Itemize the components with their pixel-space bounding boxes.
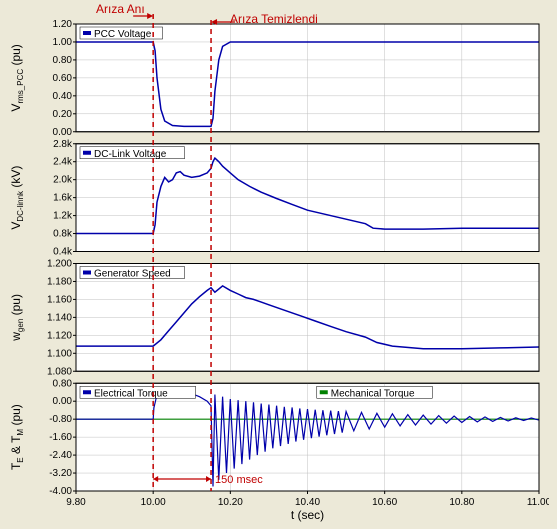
- ytick-label: -1.60: [49, 432, 72, 443]
- chart-svg: 0.00 0.20 0.40 0.60 0.80 1.00 1.20 PCC Voltage V…: [4, 4, 549, 525]
- ytick-label: 1.080: [47, 366, 72, 377]
- ytick-label: 0.80: [53, 55, 73, 66]
- legend-speed: Generator Speed: [94, 269, 171, 280]
- ytick-label: 0.4k: [53, 247, 73, 258]
- ytick-label: 0.20: [53, 109, 73, 120]
- ytick-label: -0.80: [49, 414, 72, 425]
- annotation-fault-cleared: Arıza Temizlendi: [230, 12, 318, 26]
- ylabel-pcc: Vrms_PCC (pu): [9, 44, 25, 111]
- chart-area: 0.00 0.20 0.40 0.60 0.80 1.00 1.20 PCC Voltage V…: [4, 4, 549, 525]
- ytick-label: 1.6k: [53, 193, 73, 204]
- xtick-label: 10.20: [218, 497, 243, 508]
- ytick-label: 2.8k: [53, 139, 73, 150]
- ytick-label: 2.0k: [53, 175, 73, 186]
- xlabel: t (sec): [291, 508, 324, 522]
- xtick-label: 10.60: [372, 497, 397, 508]
- xtick-label: 10.80: [449, 497, 474, 508]
- ytick-label: 1.160: [47, 294, 72, 305]
- ytick-label: 0.00: [53, 127, 73, 138]
- annotation-fault-instant: Arıza Anı: [96, 2, 145, 16]
- ytick-label: -4.00: [49, 486, 72, 497]
- xtick-label: 10.40: [295, 497, 320, 508]
- xtick-label: 11.00: [527, 497, 549, 508]
- xtick-label: 9.80: [66, 497, 86, 508]
- ylabel-torque: TE & TM (pu): [9, 404, 25, 470]
- ytick-label: 0.40: [53, 91, 73, 102]
- ytick-label: 0.80: [53, 378, 73, 389]
- ytick-label: 1.100: [47, 348, 72, 359]
- legend-torque-0: Electrical Torque: [94, 388, 168, 399]
- ytick-label: 0.00: [53, 396, 73, 407]
- ytick-label: 0.8k: [53, 229, 73, 240]
- ytick-label: 1.20: [53, 19, 73, 30]
- ytick-label: 1.00: [53, 37, 73, 48]
- ytick-label: 2.4k: [53, 157, 73, 168]
- ytick-label: 1.200: [47, 259, 72, 270]
- ylabel-speed: wgen (pu): [9, 294, 25, 342]
- chart-container: 0.00 0.20 0.40 0.60 0.80 1.00 1.20 PCC Voltage V…: [0, 0, 557, 529]
- xtick-label: 10.00: [141, 497, 166, 508]
- legend-pcc: PCC Voltage: [94, 29, 152, 40]
- annotation-duration: 150 msec: [215, 474, 263, 486]
- legend-dclink: DC-Link Voltage: [94, 149, 167, 160]
- ytick-label: 1.140: [47, 312, 72, 323]
- legend-torque-1: Mechanical Torque: [331, 388, 415, 399]
- ylabel-dclink: VDC-linnk (kV): [9, 166, 25, 230]
- ytick-label: 1.2k: [53, 211, 73, 222]
- ytick-label: 0.60: [53, 73, 73, 84]
- ytick-label: -3.20: [49, 468, 72, 479]
- ytick-label: 1.120: [47, 330, 72, 341]
- ytick-label: -2.40: [49, 450, 72, 461]
- ytick-label: 1.180: [47, 276, 72, 287]
